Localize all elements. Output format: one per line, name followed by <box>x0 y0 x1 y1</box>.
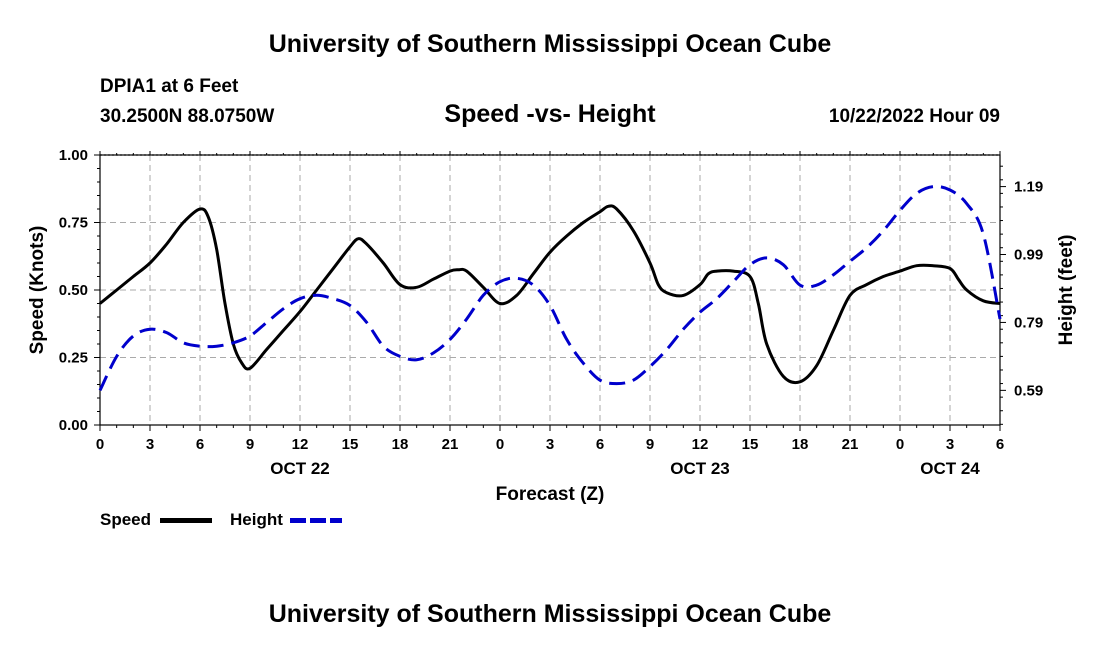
x-tick-label: 21 <box>442 436 459 453</box>
x-tick-label: 21 <box>842 436 859 453</box>
x-tick-label: 15 <box>742 436 759 453</box>
x-tick-label: 3 <box>546 436 554 453</box>
legend-height-label: Height <box>230 510 283 529</box>
y-axis-label: Speed (Knots) <box>27 226 48 355</box>
x-tick-label: 9 <box>646 436 654 453</box>
y2-tick-label: 0.79 <box>1014 314 1043 331</box>
y-tick-label: 1.00 <box>59 147 88 164</box>
x-tick-label: 0 <box>96 436 104 453</box>
x-tick-label: 3 <box>946 436 954 453</box>
y2-tick-label: 0.99 <box>1014 247 1043 264</box>
x-tick-label: 0 <box>496 436 504 453</box>
x-tick-label: 15 <box>342 436 359 453</box>
repeat-title: University of Southern Mississippi Ocean… <box>268 600 832 628</box>
y-tick-label: 0.75 <box>59 215 88 232</box>
y-tick-label: 0.00 <box>59 417 88 434</box>
y2-tick-label: 1.19 <box>1014 179 1043 196</box>
y-tick-label: 0.50 <box>59 282 88 299</box>
datetime-label: 10/22/2022 Hour 09 <box>828 106 1000 127</box>
x-tick-label: 0 <box>896 436 904 453</box>
speed-height-chart: 0 3 6 9 12 15 18 21 0 3 6 9 12 15 18 21 0 3 6 0.00 0.25 0.50 0… <box>27 147 1077 505</box>
series-line-height <box>98 184 1002 392</box>
x-tick-label: 9 <box>246 436 254 453</box>
y2-axis-label: Height (feet) <box>1056 235 1077 346</box>
x-tick-label: 6 <box>596 436 604 453</box>
legend-speed-swatch <box>160 518 212 523</box>
x-tick-label: 6 <box>996 436 1004 453</box>
x-axis-label: Forecast (Z) <box>496 484 605 505</box>
y-tick-label: 0.25 <box>59 350 88 367</box>
series-line-speed <box>99 204 1001 385</box>
x-tick-label: 12 <box>692 436 709 453</box>
date-label: OCT 22 <box>270 459 330 478</box>
y2-tick-label: 0.59 <box>1014 382 1043 399</box>
chart-title: Speed -vs- Height <box>444 100 656 128</box>
x-tick-label: 18 <box>792 436 809 453</box>
date-label: OCT 23 <box>670 459 730 478</box>
coordinates-label: 30.2500N 88.0750W <box>100 106 275 127</box>
station-label: DPIA1 at 6 Feet <box>100 76 239 97</box>
main-title: University of Southern Mississippi Ocean… <box>268 30 832 58</box>
x-tick-label: 12 <box>292 436 309 453</box>
x-tick-label: 6 <box>196 436 204 453</box>
x-tick-label: 3 <box>146 436 154 453</box>
legend-height-swatch <box>290 518 342 523</box>
date-label: OCT 24 <box>920 459 980 478</box>
legend-speed-label: Speed <box>100 510 152 529</box>
x-tick-label: 18 <box>392 436 409 453</box>
